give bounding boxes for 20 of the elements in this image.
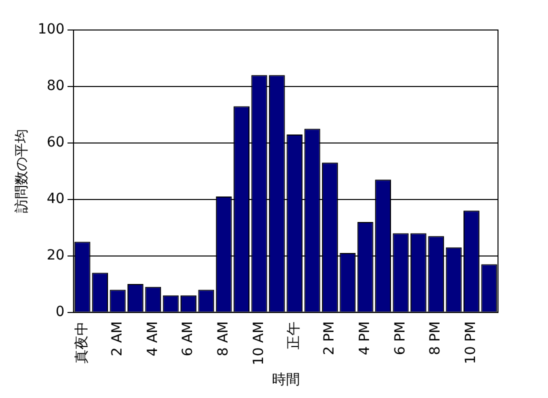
y-tick-label: 60 <box>46 134 65 151</box>
x-tick-label: 真夜中 <box>74 321 90 364</box>
x-tick-label: 2 AM <box>109 321 126 356</box>
y-tick-label: 80 <box>46 78 65 94</box>
x-tick-label: 8 PM <box>428 321 444 356</box>
x-tick-label: 4 AM <box>144 321 161 356</box>
y-tick-label: 20 <box>46 247 65 264</box>
x-tick-label: 6 PM <box>392 321 408 356</box>
y-tick-label: 0 <box>56 304 65 320</box>
x-axis-title: 時間 <box>272 372 300 388</box>
y-tick-label: 100 <box>38 22 65 38</box>
x-tick-label: 4 PM <box>356 321 373 356</box>
x-tick-label: 10 PM <box>463 321 480 364</box>
x-tick-label: 正午 <box>286 321 302 350</box>
x-tick-label: 6 AM <box>180 321 196 356</box>
y-axis-title: 訪問数の平均 <box>14 129 30 214</box>
x-tick-label: 10 AM <box>250 321 267 366</box>
y-tick-label: 40 <box>46 191 65 208</box>
x-tick-label: 8 AM <box>216 321 232 356</box>
x-tick-label: 2 PM <box>322 321 338 356</box>
